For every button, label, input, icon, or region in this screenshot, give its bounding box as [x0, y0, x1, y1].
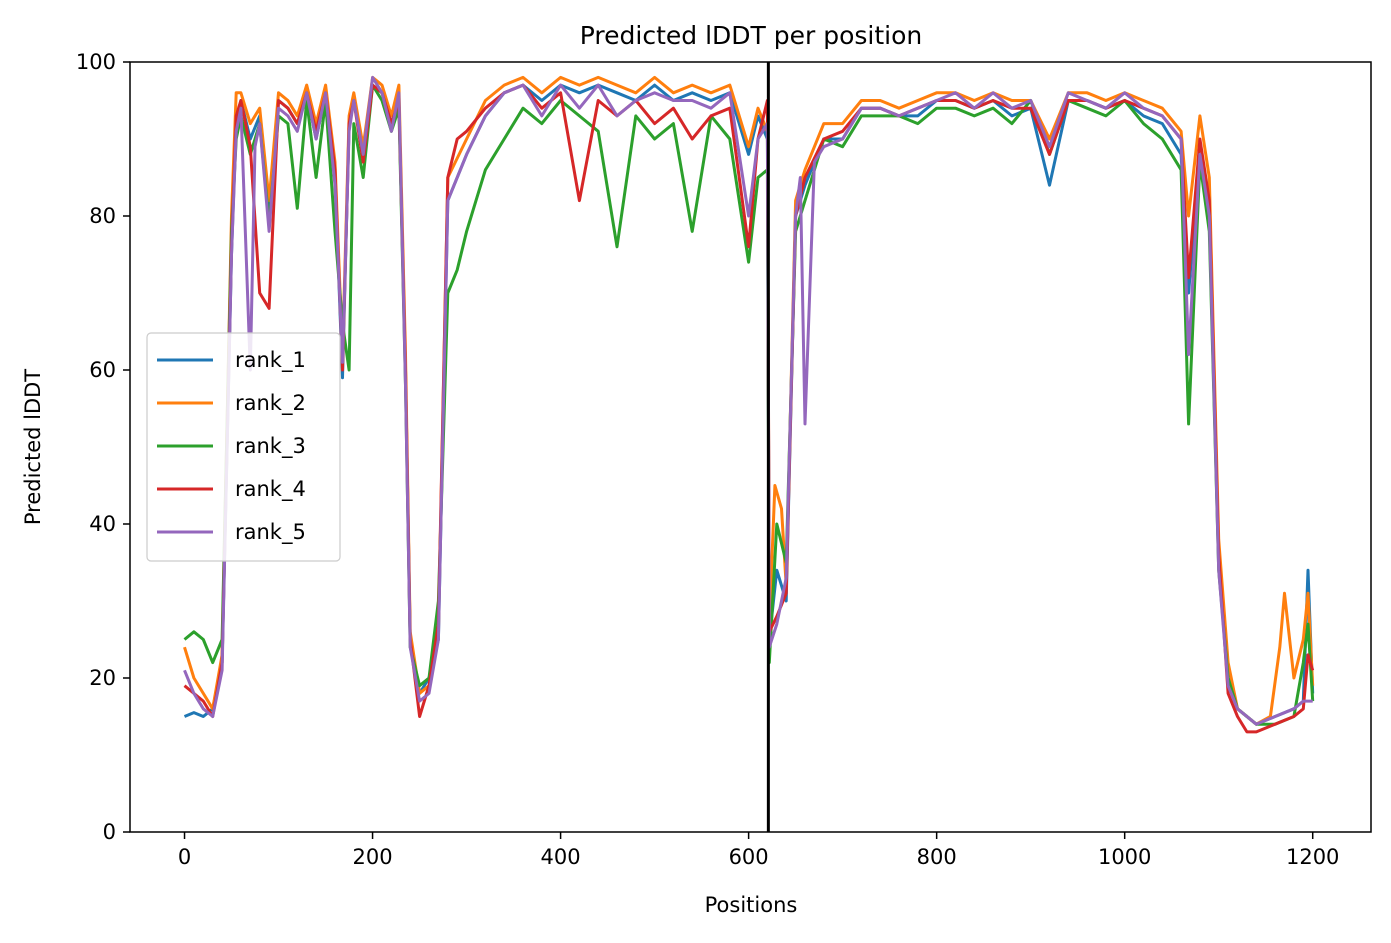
chart-title: Predicted lDDT per position [580, 21, 922, 50]
y-tick-label: 40 [89, 512, 116, 536]
x-axis-title: Positions [705, 893, 798, 917]
legend-label-rank_4: rank_4 [235, 477, 306, 502]
y-axis-title: Predicted lDDT [21, 369, 45, 525]
legend-label-rank_5: rank_5 [235, 520, 306, 545]
y-axis: 0 20 40 60 80 100 [76, 50, 130, 844]
y-tick-label: 20 [89, 666, 116, 690]
x-tick-label: 200 [353, 845, 393, 869]
x-tick-label: 0 [178, 845, 191, 869]
x-tick-label: 1200 [1286, 845, 1339, 869]
plot-frame [129, 61, 1372, 833]
series-layer [183, 62, 1315, 832]
series-line-rank_2 [183, 75, 1315, 726]
x-tick-label: 400 [541, 845, 581, 869]
x-axis: 0 200 400 600 800 1000 1200 [178, 832, 1339, 869]
series-line-rank_5 [183, 75, 1313, 726]
x-tick-label: 800 [917, 845, 957, 869]
legend: rank_1 rank_2 rank_3 rank_4 rank_5 [146, 332, 341, 562]
legend-label-rank_1: rank_1 [235, 348, 306, 373]
x-tick-label: 600 [729, 845, 769, 869]
y-tick-label: 60 [89, 358, 116, 382]
legend-label-rank_3: rank_3 [235, 434, 306, 459]
legend-label-rank_2: rank_2 [235, 391, 306, 416]
y-tick-label: 80 [89, 204, 116, 228]
series-line-rank_3 [183, 83, 1315, 726]
x-tick-label: 1000 [1098, 845, 1151, 869]
y-tick-label: 100 [76, 50, 116, 74]
y-tick-label: 0 [103, 820, 116, 844]
legend-frame [146, 332, 341, 562]
